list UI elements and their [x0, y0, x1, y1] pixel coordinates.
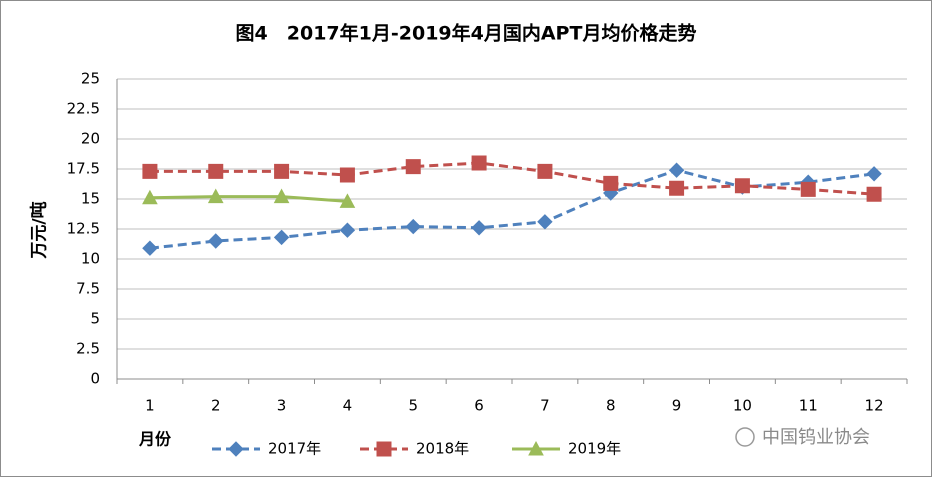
- point-marker: [669, 180, 685, 196]
- point-marker: [537, 163, 553, 179]
- legend-marker: [528, 440, 544, 456]
- chart-title: 图4 2017年1月-2019年4月国内APT月均价格走势: [236, 22, 697, 45]
- series-line: [149, 161, 875, 196]
- y-tick-label: 2.5: [76, 340, 100, 358]
- y-tick-label: 0: [90, 370, 100, 388]
- point-marker: [339, 222, 356, 238]
- point-marker: [142, 163, 158, 179]
- x-tick-label: 12: [865, 397, 884, 415]
- point-marker: [208, 233, 224, 249]
- x-tick-label: 8: [606, 397, 616, 415]
- legend-marker: [376, 441, 392, 457]
- y-axis-label: 万元/吨: [29, 201, 50, 259]
- x-tick-label: 1: [145, 397, 155, 415]
- x-tick-label: 11: [799, 397, 818, 415]
- point-marker: [471, 220, 487, 236]
- x-tick-label: 6: [474, 397, 484, 415]
- y-tick-label: 15: [81, 190, 100, 208]
- point-marker: [668, 162, 685, 178]
- x-tick-label: 4: [343, 397, 353, 415]
- point-marker: [274, 163, 290, 179]
- point-marker: [866, 166, 882, 182]
- watermark-icon: [735, 427, 755, 447]
- point-marker: [471, 155, 487, 171]
- watermark: 中国钨业协会: [762, 427, 870, 448]
- x-tick-label: 3: [277, 397, 287, 415]
- point-marker: [603, 175, 619, 191]
- y-tick-label: 5: [90, 310, 100, 328]
- x-tick-label: 5: [408, 397, 418, 415]
- legend-marker: [228, 441, 244, 457]
- point-marker: [339, 167, 355, 183]
- point-marker: [405, 159, 421, 175]
- point-marker: [208, 163, 224, 179]
- point-marker: [273, 188, 290, 204]
- y-tick-label: 20: [81, 130, 100, 148]
- legend-label: 2017年: [268, 440, 321, 458]
- x-tick-label: 7: [540, 397, 550, 415]
- x-axis-label: 月份: [138, 430, 172, 449]
- x-tick-label: 2: [211, 397, 221, 415]
- point-marker: [142, 240, 158, 256]
- point-marker: [339, 193, 356, 208]
- point-marker: [800, 181, 816, 197]
- y-tick-label: 17.5: [67, 160, 100, 178]
- point-marker: [866, 186, 882, 202]
- legend-label: 2018年: [416, 440, 469, 458]
- x-tick-label: 10: [733, 397, 752, 415]
- y-tick-label: 7.5: [76, 280, 100, 298]
- point-marker: [405, 218, 421, 235]
- series-line: [149, 195, 348, 203]
- y-tick-label: 22.5: [67, 100, 100, 118]
- point-marker: [537, 214, 553, 230]
- y-tick-label: 25: [81, 70, 100, 88]
- y-tick-label: 12.5: [67, 220, 100, 238]
- y-tick-label: 10: [81, 250, 100, 268]
- legend-label: 2019年: [568, 440, 621, 458]
- point-marker: [273, 229, 290, 246]
- x-tick-label: 9: [672, 397, 682, 415]
- point-marker: [142, 189, 158, 205]
- point-marker: [207, 188, 224, 204]
- point-marker: [734, 178, 750, 194]
